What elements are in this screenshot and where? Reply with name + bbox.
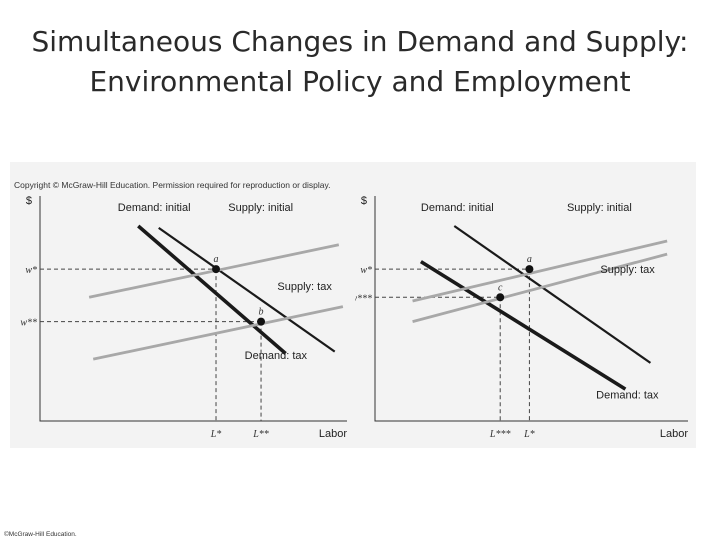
slide-title: Simultaneous Changes in Demand and Suppl… — [0, 22, 720, 102]
chart-1-point-b — [257, 317, 266, 326]
chart-1-label-demand-tax: Demand: tax — [245, 350, 308, 362]
figure-copyright: Copyright © McGraw-Hill Education. Permi… — [14, 180, 331, 190]
chart-2-curve-demand-tax — [419, 260, 627, 391]
chart-2-curve-supply-tax — [412, 252, 668, 323]
chart-1-curve-supply-tax — [92, 305, 344, 361]
chart-1-y-axis-label: $ — [26, 195, 32, 207]
chart-2-label-demand-initial: Demand: initial — [421, 202, 494, 214]
chart-2-label-supply-tax: Supply: tax — [600, 264, 655, 276]
chart-2-y-tick-w: w* — [360, 265, 372, 276]
chart-1-point-label-b: b — [259, 307, 264, 318]
chart-2-x-axis-label: Labor — [660, 428, 688, 440]
chart-1-x-axis-label: Labor — [319, 428, 347, 440]
chart-2-label-supply-initial: Supply: initial — [567, 202, 632, 214]
chart-2-point-label-c: c — [498, 282, 503, 293]
chart-2-point-c — [496, 293, 505, 302]
chart-1-y-tick-w: w** — [20, 318, 37, 329]
chart-2-x-tick-l: L* — [523, 429, 535, 440]
chart-1-label-supply-tax: Supply: tax — [277, 281, 332, 293]
slide-title-line-2: Environmental Policy and Employment — [89, 65, 631, 98]
chart-2-point-a — [525, 265, 534, 274]
footer-copyright: ©McGraw-Hill Education. — [4, 531, 77, 538]
figure-panel — [10, 162, 696, 448]
chart-right: $ Labor w* w*** L*** L* Demand: initial Supply:… — [355, 195, 688, 440]
chart-1-y-tick-w: w* — [25, 265, 37, 276]
chart-1-point-label-a: a — [214, 254, 219, 265]
slide-title-line-1: Simultaneous Changes in Demand and Suppl… — [31, 25, 689, 58]
chart-1-curve-demand-initial — [158, 226, 336, 353]
chart-left: $ Labor w* w** L* L** Demand: initial Supply: i… — [20, 195, 347, 440]
chart-2-y-tick-w: w*** — [355, 293, 372, 304]
chart-1-label-demand-initial: Demand: initial — [118, 202, 191, 214]
chart-2-curve-demand-initial — [453, 225, 652, 364]
chart-1-curve-demand-tax — [137, 224, 287, 355]
chart-2-curve-supply-initial — [412, 239, 668, 303]
chart-2-axes — [374, 196, 688, 422]
chart-2-y-axis-label: $ — [361, 195, 367, 207]
chart-2-point-label-a: a — [527, 254, 532, 265]
chart-2-label-demand-tax: Demand: tax — [596, 390, 659, 402]
chart-1-point-a — [212, 265, 221, 274]
chart-2-x-tick-l: L*** — [489, 429, 511, 440]
chart-1-axes — [39, 196, 347, 422]
chart-1-x-tick-l: L* — [210, 429, 222, 440]
chart-1-label-supply-initial: Supply: initial — [228, 202, 293, 214]
chart-1-x-tick-l: L** — [252, 429, 269, 440]
